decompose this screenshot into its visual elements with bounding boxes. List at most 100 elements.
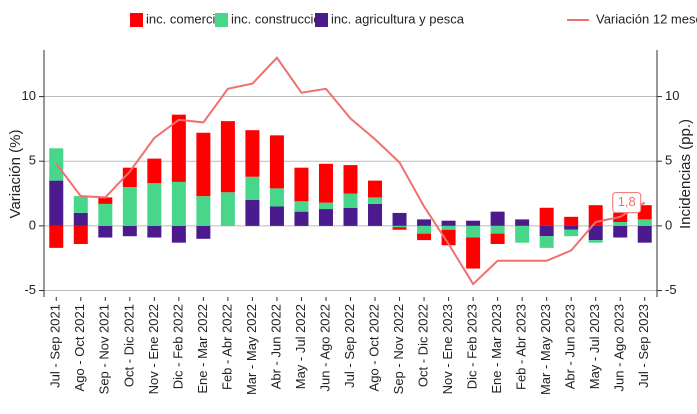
x-tick-label: Ene - Mar 2022 bbox=[195, 304, 210, 394]
bar-segment bbox=[490, 225, 505, 234]
bar-segment bbox=[196, 196, 211, 226]
bar-segment bbox=[147, 183, 162, 226]
y2-tick-label: 5 bbox=[665, 153, 672, 168]
x-tick-label: Nov - Ene 2022 bbox=[146, 304, 161, 394]
x-tick-label: Mar - May 2023 bbox=[538, 304, 553, 395]
y-axis-title: Variación (%) bbox=[7, 130, 24, 219]
bar-segment bbox=[441, 225, 456, 230]
bar-segment bbox=[539, 207, 554, 226]
y2-tick-label: 0 bbox=[665, 217, 672, 232]
bar-segment bbox=[98, 197, 113, 204]
x-tick-label: Oct - Dic 2022 bbox=[415, 304, 430, 387]
bar-segment bbox=[220, 192, 235, 226]
bar-segment bbox=[343, 165, 358, 194]
x-tick-label: Abr - Jun 2023 bbox=[563, 304, 578, 389]
bar-segment bbox=[122, 167, 137, 188]
bar-segment bbox=[245, 176, 260, 201]
bar-segment bbox=[441, 229, 456, 246]
bar-segment bbox=[220, 121, 235, 193]
bar-segment bbox=[245, 200, 260, 226]
legend-label: Variación 12 meses ocupados bbox=[596, 11, 697, 26]
bar-segment bbox=[318, 163, 333, 203]
bar-segment bbox=[613, 221, 628, 226]
bar-segment bbox=[122, 225, 137, 237]
x-tick-label: Jul - Sep 2022 bbox=[342, 304, 357, 388]
bar-segment bbox=[490, 233, 505, 244]
bar-segment bbox=[564, 216, 579, 226]
bar-segment bbox=[122, 187, 137, 226]
x-tick-label: May - Jul 2022 bbox=[293, 304, 308, 389]
x-tick-label: Ene - Mar 2023 bbox=[489, 304, 504, 394]
bar-segment bbox=[368, 197, 383, 204]
bar-segment bbox=[171, 225, 186, 243]
x-tick-label: Jun - Ago 2023 bbox=[612, 304, 627, 391]
x-tick-label: Mar - May 2022 bbox=[244, 304, 259, 395]
bar-segment bbox=[490, 211, 505, 226]
bar-segment bbox=[73, 212, 88, 226]
y-tick-label: 5 bbox=[29, 153, 36, 168]
x-tick-label: Abr - Jun 2022 bbox=[268, 304, 283, 389]
x-tick-label: Dic - Feb 2022 bbox=[170, 304, 185, 389]
x-tick-label: Ago - Oct 2021 bbox=[72, 304, 87, 391]
bar-segment bbox=[269, 135, 284, 189]
x-tick-label: Ago - Oct 2022 bbox=[366, 304, 381, 391]
bar-segment bbox=[49, 180, 64, 226]
bar-segment bbox=[73, 196, 88, 213]
bar-segment bbox=[98, 203, 113, 226]
line-series bbox=[55, 56, 646, 286]
bar-segment bbox=[637, 225, 652, 243]
y2-tick-label: 10 bbox=[665, 88, 679, 103]
bar-segment bbox=[441, 220, 456, 226]
bar-segment bbox=[417, 233, 432, 241]
value-label: 1,8 bbox=[618, 194, 636, 209]
legend-swatch bbox=[130, 13, 143, 27]
bar-segment bbox=[392, 212, 407, 226]
bar-segment bbox=[171, 181, 186, 226]
y-tick-label: 10 bbox=[22, 88, 36, 103]
bar-segment bbox=[318, 209, 333, 226]
x-tick-label: May - Jul 2023 bbox=[587, 304, 602, 389]
bar-segment bbox=[613, 225, 628, 238]
bar-segment bbox=[466, 237, 481, 269]
bar-segment bbox=[245, 130, 260, 177]
bar-segment bbox=[147, 158, 162, 184]
bar-segment bbox=[196, 132, 211, 197]
bar-segment bbox=[539, 225, 554, 237]
y-tick-label: -5 bbox=[24, 282, 36, 297]
bar-segment bbox=[392, 227, 407, 230]
bar-segment bbox=[49, 225, 64, 248]
bar-segment bbox=[637, 219, 652, 226]
bar-segment bbox=[294, 201, 309, 212]
bar-segment bbox=[147, 225, 162, 238]
bar-segment bbox=[171, 114, 186, 182]
bar-segment bbox=[98, 225, 113, 238]
x-tick-label: Jul - Sep 2023 bbox=[636, 304, 651, 388]
bar-segment bbox=[392, 225, 407, 228]
bar-segment bbox=[564, 225, 579, 230]
bar-segment bbox=[588, 240, 603, 243]
x-tick-label: Jun - Ago 2022 bbox=[317, 304, 332, 391]
x-tick-label: Feb - Abr 2023 bbox=[514, 304, 529, 390]
bar-segment bbox=[294, 211, 309, 226]
bar-segment bbox=[368, 203, 383, 226]
x-tick-label: Jul - Sep 2021 bbox=[48, 304, 63, 388]
x-tick-label: Sep - Nov 2022 bbox=[391, 304, 406, 394]
legend-swatch bbox=[215, 13, 228, 27]
bar-segment bbox=[318, 202, 333, 210]
legend-label: inc. agricultura y pesca bbox=[331, 11, 465, 26]
legend-label: inc. construcción bbox=[231, 11, 328, 26]
bar-segment bbox=[417, 219, 432, 226]
value-label-box bbox=[612, 192, 642, 214]
bar-segment bbox=[564, 229, 579, 237]
bar-segment bbox=[269, 206, 284, 226]
bar-segment bbox=[588, 225, 603, 241]
legend-swatch bbox=[315, 13, 328, 27]
bar-segment bbox=[368, 180, 383, 198]
x-tick-label: Dic - Feb 2023 bbox=[465, 304, 480, 389]
bar-segment bbox=[417, 225, 432, 234]
x-tick-label: Nov - Ene 2023 bbox=[440, 304, 455, 394]
bar-segment bbox=[466, 220, 481, 226]
bar-segment bbox=[269, 188, 284, 207]
y-tick-label: 0 bbox=[29, 217, 36, 232]
